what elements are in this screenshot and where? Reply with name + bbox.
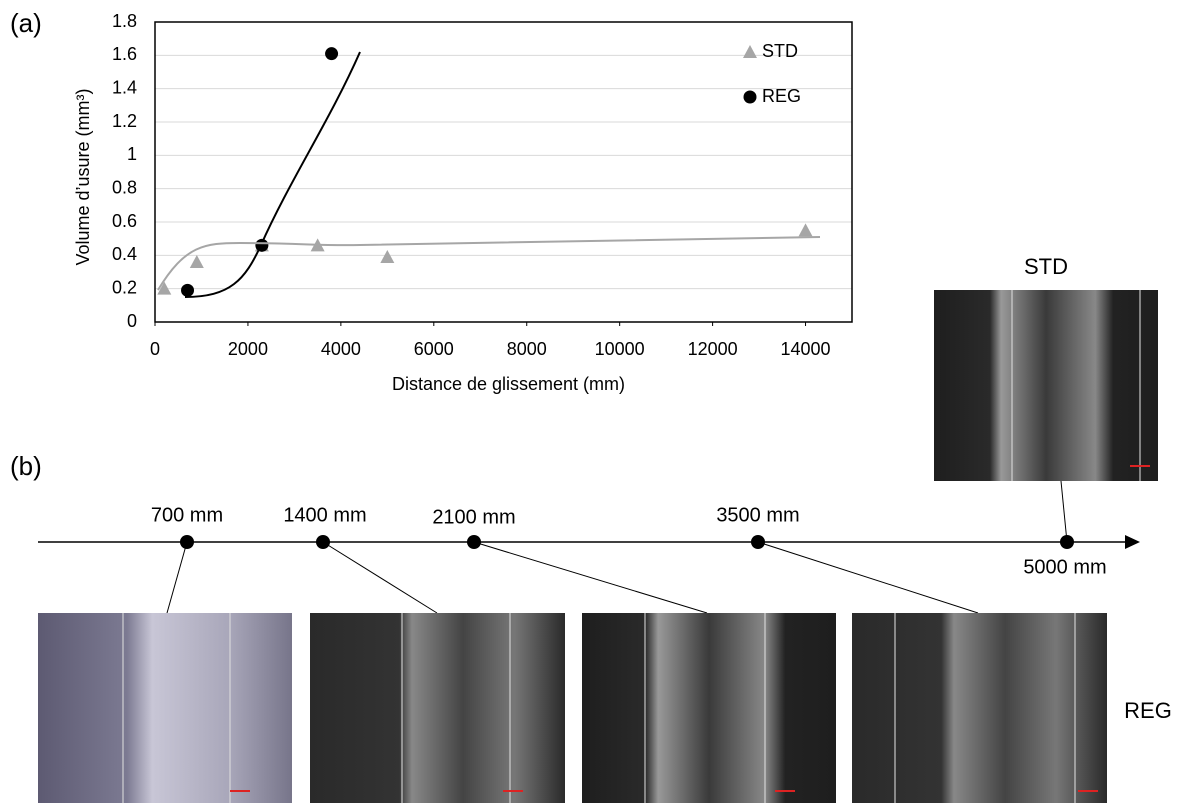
x-tick-label: 14000 (781, 339, 831, 359)
x-tick-label: 4000 (321, 339, 361, 359)
timeline-label: 700 mm (151, 504, 223, 526)
y-tick-label: 1.8 (112, 11, 137, 31)
marker (798, 223, 813, 237)
image-label: REG (1124, 698, 1172, 723)
x-tick-label: 12000 (688, 339, 738, 359)
timeline-label: 3500 mm (716, 504, 799, 526)
y-tick-label: 1.2 (112, 111, 137, 131)
plot-frame (154, 21, 853, 323)
x-axis-label: Distance de glissement (mm) (392, 374, 625, 394)
y-tick-label: 0.2 (112, 277, 137, 297)
y-tick-label: 1.6 (112, 44, 137, 64)
image-label: STD (1024, 254, 1068, 279)
y-tick-label: 0.6 (112, 211, 137, 231)
x-tick-label: 8000 (507, 339, 547, 359)
marker (181, 283, 195, 297)
panel-label: (b) (10, 451, 42, 481)
x-tick-label: 10000 (595, 339, 645, 359)
x-tick-label: 6000 (414, 339, 454, 359)
y-tick-label: 1.4 (112, 77, 137, 97)
trend-curve (157, 236, 821, 291)
timeline-arrow (1125, 535, 1140, 549)
y-axis-label: Volume d’usure (mm³) (73, 88, 93, 265)
y-tick-label: 0 (127, 311, 137, 331)
plot: 0 0.2 0.4 0.6 0.8 1 1.2 1.4 1.6 1.8 0 2000 4000 6000 8… (73, 11, 853, 394)
timeline-label: 1400 mm (283, 504, 366, 526)
legend-label: REG (762, 86, 801, 106)
marker (380, 250, 395, 263)
panel-label: (a) (10, 8, 42, 38)
y-tick-label: 0.8 (112, 177, 137, 197)
x-tick-label: 0 (150, 339, 160, 359)
marker (743, 90, 757, 104)
y-tick-label: 0.4 (112, 244, 137, 264)
legend-label: STD (762, 41, 798, 61)
connectors (166, 480, 1068, 614)
micrographs (38, 290, 1158, 803)
timeline-label: 5000 mm (1023, 556, 1106, 578)
marker (189, 255, 204, 268)
trend-curve (184, 51, 361, 298)
timeline-label: 2100 mm (432, 506, 515, 528)
x-tick-label: 2000 (228, 339, 268, 359)
y-tick-label: 1 (127, 144, 137, 164)
marker (325, 47, 339, 61)
marker (743, 45, 757, 58)
timeline-dots (180, 535, 1074, 549)
marker (157, 281, 172, 295)
